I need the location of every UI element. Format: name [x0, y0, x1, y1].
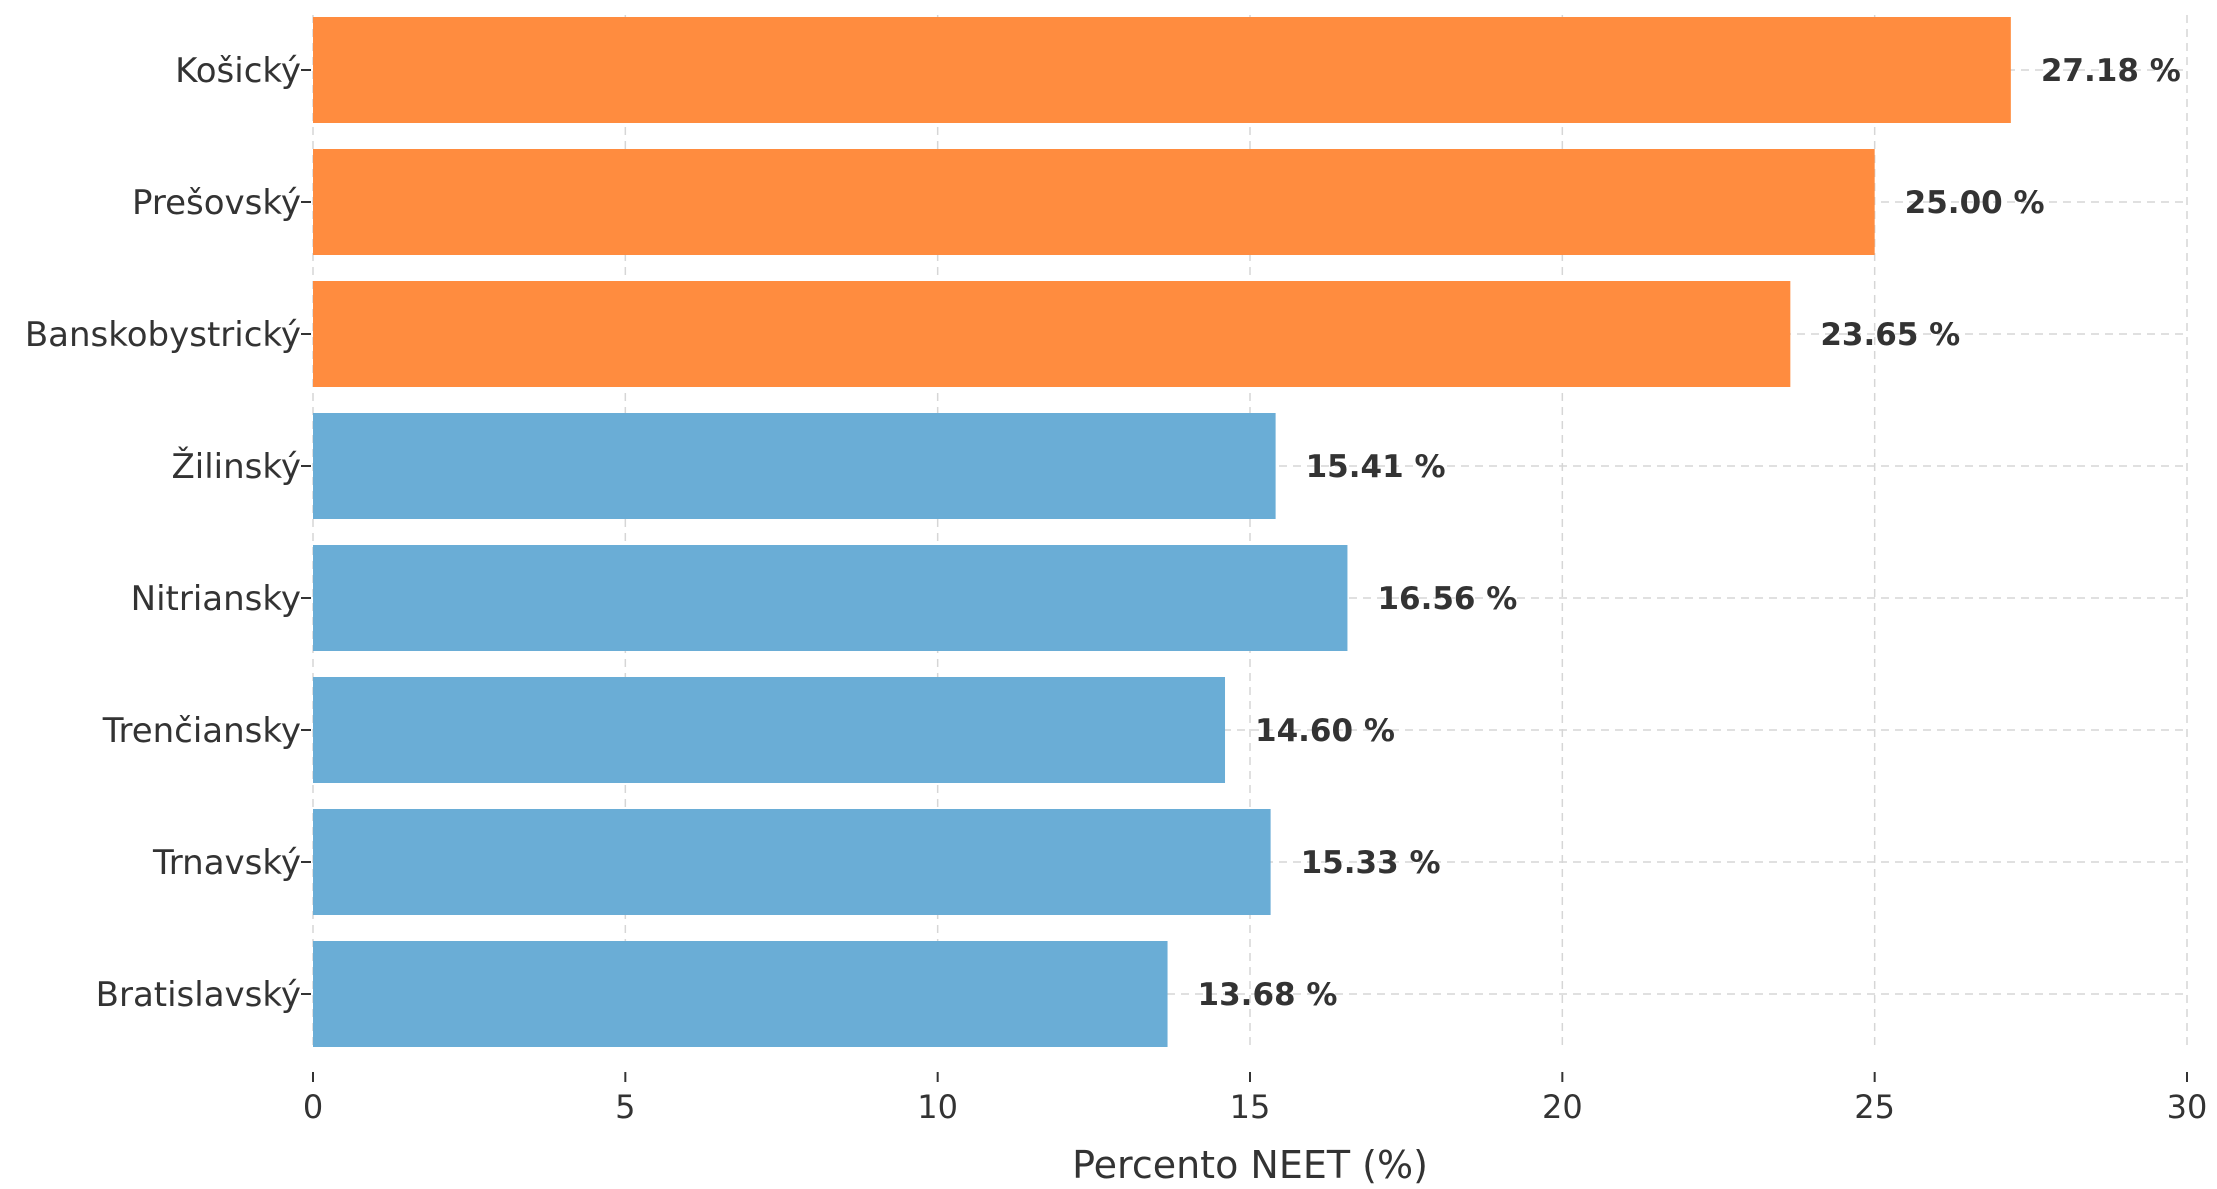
bar: [313, 809, 1271, 915]
x-tick-label: 15: [1230, 1088, 1271, 1126]
x-axis-ticks: 0 5 10 15 20 25 30: [303, 1072, 2208, 1126]
category-label: Košický: [175, 51, 301, 91]
category-label: Trenčiansky: [102, 711, 301, 751]
bar: [313, 17, 2011, 123]
bar: [313, 149, 1875, 255]
category-label: Banskobystrický: [25, 315, 301, 355]
bar: [313, 281, 1791, 387]
x-tick-label: 25: [1854, 1088, 1895, 1126]
category-label: Nitriansky: [131, 579, 301, 619]
value-labels: 27.18 % 25.00 % 23.65 % 15.41 % 16.56 % 14.60…: [1198, 53, 2181, 1013]
data-label: 14.60 %: [1255, 713, 1395, 749]
data-label: 16.56 %: [1377, 581, 1517, 617]
data-label: 13.68 %: [1198, 977, 1338, 1013]
bar: [313, 545, 1348, 651]
bar: [313, 413, 1276, 519]
data-label: 25.00 %: [1905, 185, 2045, 221]
category-label: Žilinský: [172, 446, 302, 487]
category-label: Trnavský: [152, 843, 301, 883]
category-label: Bratislavský: [96, 975, 301, 1015]
bars: [313, 17, 2011, 1047]
bar: [313, 941, 1168, 1047]
bar: [313, 677, 1226, 783]
x-tick-label: 5: [615, 1088, 635, 1126]
x-tick-label: 20: [1542, 1088, 1583, 1126]
data-label: 15.33 %: [1301, 845, 1441, 881]
x-tick-label: 0: [303, 1088, 323, 1126]
category-label: Prešovský: [132, 183, 301, 223]
data-label: 27.18 %: [2041, 53, 2181, 89]
x-tick-label: 10: [917, 1088, 958, 1126]
x-tick-label: 30: [2167, 1088, 2208, 1126]
category-labels: Košický Prešovský Banskobystrický Žilinský N…: [25, 51, 311, 1015]
x-axis-title: Percento NEET (%): [1072, 1143, 1428, 1187]
data-label: 23.65 %: [1820, 317, 1960, 353]
data-label: 15.41 %: [1306, 449, 1446, 485]
